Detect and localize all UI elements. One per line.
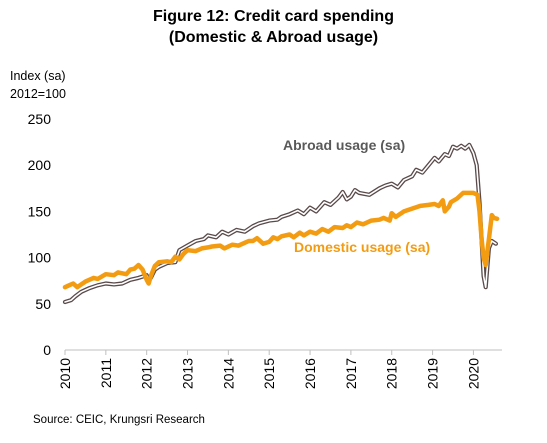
- domestic-series-label: Domestic usage (sa): [294, 239, 430, 255]
- y-tick-label: 150: [28, 203, 52, 219]
- x-tick-label: 2010: [57, 358, 73, 389]
- x-tick-label: 2016: [302, 358, 318, 389]
- x-tick-label: 2015: [261, 358, 277, 389]
- y-tick-label: 100: [28, 250, 52, 266]
- domestic-series-line: [62, 190, 500, 290]
- chart-title-line-1: Figure 12: Credit card spending: [153, 8, 394, 25]
- abroad-series-line-outer: [62, 142, 498, 305]
- x-tick-label: 2017: [343, 358, 359, 389]
- y-axis-label-line-2: 2012=100: [10, 87, 66, 101]
- y-axis-label-line-1: Index (sa): [10, 69, 66, 83]
- y-tick-label: 250: [28, 111, 52, 127]
- x-tick-label: 2014: [220, 358, 236, 389]
- y-tick-label: 200: [28, 157, 52, 173]
- x-tick-label: 2018: [384, 358, 400, 389]
- x-tick-label: 2012: [139, 358, 155, 389]
- x-tick-label: 2011: [98, 358, 114, 388]
- source-note: Source: CEIC, Krungsri Research: [33, 414, 205, 426]
- x-tick-label: 2013: [180, 358, 196, 389]
- abroad-series-label: Abroad usage (sa): [283, 137, 405, 153]
- x-tick-label: 2019: [425, 358, 441, 389]
- y-tick-label: 0: [43, 342, 51, 358]
- x-tick-label: 2020: [465, 358, 481, 389]
- chart-title-line-2: (Domestic & Abroad usage): [168, 29, 379, 46]
- y-tick-label: 50: [35, 296, 51, 312]
